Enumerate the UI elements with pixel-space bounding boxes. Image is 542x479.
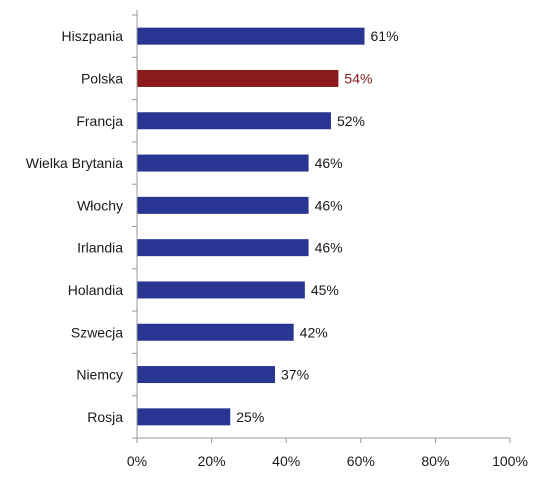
bar-holandia: [137, 281, 305, 299]
category-label: Wielka Brytania: [26, 155, 123, 171]
x-tick-label: 0%: [127, 453, 147, 469]
category-label: Włochy: [77, 197, 123, 213]
value-label: 54%: [344, 70, 372, 86]
bars-layer: [137, 27, 365, 426]
bar-szwecja: [137, 323, 294, 341]
category-label: Irlandia: [77, 240, 123, 256]
x-tick-label: 100%: [492, 453, 528, 469]
x-tick-label: 20%: [198, 453, 226, 469]
value-label: 52%: [337, 113, 365, 129]
x-tick-label: 80%: [421, 453, 449, 469]
bar-hiszpania: [137, 27, 365, 45]
value-label: 45%: [311, 282, 339, 298]
bar-włochy: [137, 196, 309, 214]
bar-irlandia: [137, 239, 309, 257]
value-label: 37%: [281, 367, 309, 383]
value-label: 25%: [236, 409, 264, 425]
bar-wielka-brytania: [137, 154, 309, 172]
bar-francja: [137, 112, 331, 130]
value-label: 61%: [371, 28, 399, 44]
bar-rosja: [137, 408, 231, 426]
bar-polska: [137, 69, 339, 87]
category-label: Szwecja: [71, 324, 123, 340]
category-label: Niemcy: [76, 367, 123, 383]
axis-layer: 0% 20% 40% 60% 80% 100%: [127, 10, 528, 469]
labels-layer: Hiszpania 61% Polska 54% Francja 52% Wielka Br…: [26, 28, 399, 425]
bar-niemcy: [137, 366, 276, 384]
value-label: 46%: [315, 155, 343, 171]
category-label: Polska: [81, 70, 123, 86]
x-tick-label: 60%: [347, 453, 375, 469]
category-label: Holandia: [68, 282, 123, 298]
category-label: Hiszpania: [62, 28, 124, 44]
value-label: 42%: [300, 324, 328, 340]
category-label: Francja: [76, 113, 123, 129]
x-tick-label: 40%: [272, 453, 300, 469]
category-label: Rosja: [87, 409, 123, 425]
value-label: 46%: [315, 240, 343, 256]
value-label: 46%: [315, 197, 343, 213]
